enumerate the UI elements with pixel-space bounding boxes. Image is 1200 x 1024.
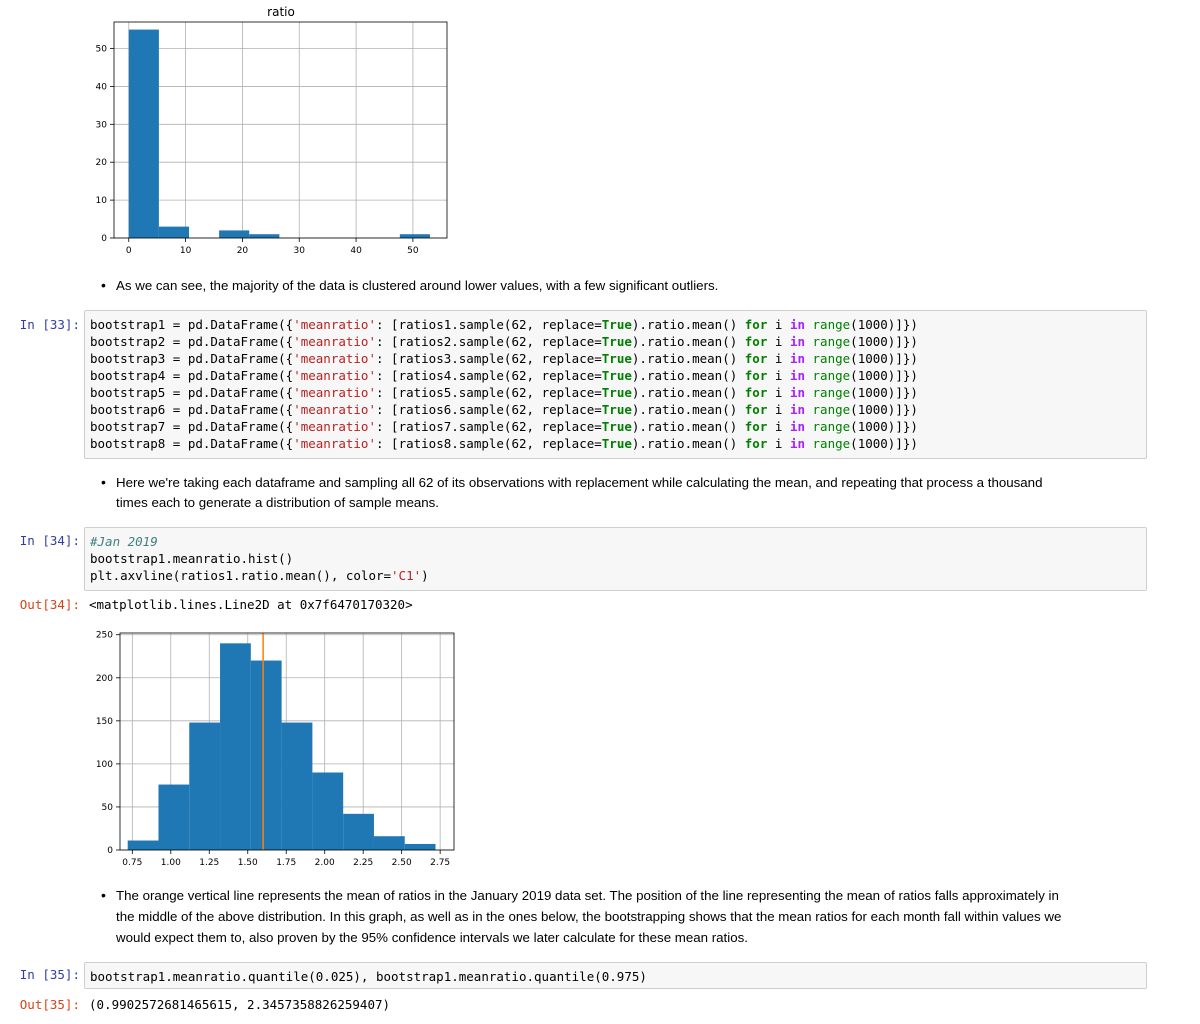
histogram-bar — [343, 813, 374, 850]
output-text: (0.9902572681465615, 2.3457358826259407) — [89, 997, 391, 1012]
output-prompt: Out[35]: — [19, 997, 80, 1012]
code-line: bootstrap8 = pd.DataFrame({'meanratio': … — [90, 436, 918, 451]
x-tick-label: 1.00 — [161, 858, 181, 868]
histogram-bar — [128, 29, 159, 238]
x-tick-label: 2.25 — [353, 858, 373, 868]
input-prompt: In [33]: — [19, 317, 80, 332]
x-tick-label: 40 — [350, 246, 362, 256]
bullet: • — [101, 277, 106, 293]
code-string: 'C1' — [391, 568, 422, 583]
plot-frame — [113, 21, 448, 239]
ratio-histogram: ratio 50 40 30 20 10 0 0 10 20 30 40 50 — [96, 5, 448, 256]
y-tick-label: 250 — [96, 631, 113, 641]
histogram-bar — [158, 784, 190, 850]
histogram-bar — [281, 722, 313, 850]
x-tick-label: 2.50 — [392, 858, 412, 868]
y-tick-label: 50 — [102, 803, 114, 813]
code-line: bootstrap5 = pd.DataFrame({'meanratio': … — [90, 385, 918, 400]
plot-frame — [119, 632, 455, 851]
chart-title: ratio — [267, 5, 295, 19]
x-tick-label: 1.75 — [276, 858, 296, 868]
code-cell-bootstrap[interactable]: bootstrap1 = pd.DataFrame({'meanratio': … — [84, 310, 1147, 459]
y-tick-label: 100 — [96, 760, 113, 770]
x-tick-label: 50 — [407, 246, 419, 256]
histogram-bar — [158, 226, 190, 238]
code-text: ) — [421, 568, 429, 583]
output-prompt: Out[34]: — [19, 597, 80, 612]
x-tick-label: 30 — [294, 246, 306, 256]
histogram-bar — [249, 234, 280, 238]
x-tick-label: 1.25 — [199, 858, 219, 868]
bullet: • — [101, 887, 106, 903]
x-tick-label: 20 — [237, 246, 249, 256]
code-line: bootstrap3 = pd.DataFrame({'meanratio': … — [90, 351, 918, 366]
code-cell-hist[interactable]: #Jan 2019 bootstrap1.meanratio.hist() pl… — [84, 527, 1147, 591]
code-cell-quantile[interactable]: bootstrap1.meanratio.quantile(0.025), bo… — [84, 962, 1147, 989]
y-tick-label: 50 — [96, 45, 108, 55]
code-line: plt.axvline(ratios1.ratio.mean(), color=… — [90, 567, 1141, 584]
histogram-bar — [373, 836, 405, 850]
x-tick-label: 10 — [180, 246, 192, 256]
code-line: bootstrap1.meanratio.hist() — [90, 551, 294, 566]
histogram-bar — [404, 843, 436, 850]
input-prompt: In [34]: — [19, 533, 80, 548]
x-tick-label: 0.75 — [122, 858, 142, 868]
output-text: <matplotlib.lines.Line2D at 0x7f64701703… — [89, 597, 413, 612]
note-sampling-line1: Here we're taking each dataframe and sam… — [116, 475, 1043, 490]
histogram-bar — [399, 234, 430, 238]
y-tick-label: 10 — [96, 196, 108, 206]
histogram-bar — [220, 643, 251, 850]
histogram-bar — [127, 840, 159, 850]
code-line: bootstrap2 = pd.DataFrame({'meanratio': … — [90, 334, 918, 349]
y-tick-label: 30 — [96, 120, 108, 130]
bootstrap-histogram: 250 200 150 100 50 0 0.75 1.00 1.25 1.50 1.75 2.00… — [96, 631, 455, 868]
code-text: plt.axvline(ratios1.ratio.mean(), color= — [90, 568, 392, 583]
x-tick-label: 1.50 — [238, 858, 258, 868]
y-tick-label: 200 — [96, 674, 113, 684]
x-tick-label: 2.00 — [315, 858, 335, 868]
histogram-bar — [250, 660, 282, 850]
note-mean-line1: The orange vertical line represents the … — [116, 888, 1059, 903]
histogram-bar — [189, 722, 221, 850]
note-outliers: As we can see, the majority of the data … — [116, 278, 719, 293]
y-tick-label: 0 — [107, 846, 113, 856]
bullet: • — [101, 474, 106, 490]
code-line: bootstrap4 = pd.DataFrame({'meanratio': … — [90, 368, 918, 383]
note-mean-line3: would expect them to, also proven by the… — [116, 930, 748, 945]
code-line: bootstrap1 = pd.DataFrame({'meanratio': … — [90, 317, 918, 332]
histogram-bar — [219, 230, 250, 238]
y-tick-label: 40 — [96, 82, 108, 92]
histogram-bar — [312, 772, 344, 850]
input-prompt: In [35]: — [19, 967, 80, 982]
code-line: bootstrap1.meanratio.quantile(0.025), bo… — [90, 969, 647, 984]
y-tick-label: 20 — [96, 158, 108, 168]
x-tick-label: 2.75 — [430, 858, 450, 868]
y-tick-label: 0 — [101, 234, 107, 244]
note-sampling-line2: times each to generate a distribution of… — [116, 495, 439, 510]
code-comment: #Jan 2019 — [90, 534, 158, 549]
code-line: bootstrap6 = pd.DataFrame({'meanratio': … — [90, 402, 918, 417]
note-mean-line2: the middle of the above distribution. In… — [116, 909, 1062, 924]
y-tick-label: 150 — [96, 717, 113, 727]
x-tick-label: 0 — [126, 246, 132, 256]
code-line: bootstrap7 = pd.DataFrame({'meanratio': … — [90, 419, 918, 434]
